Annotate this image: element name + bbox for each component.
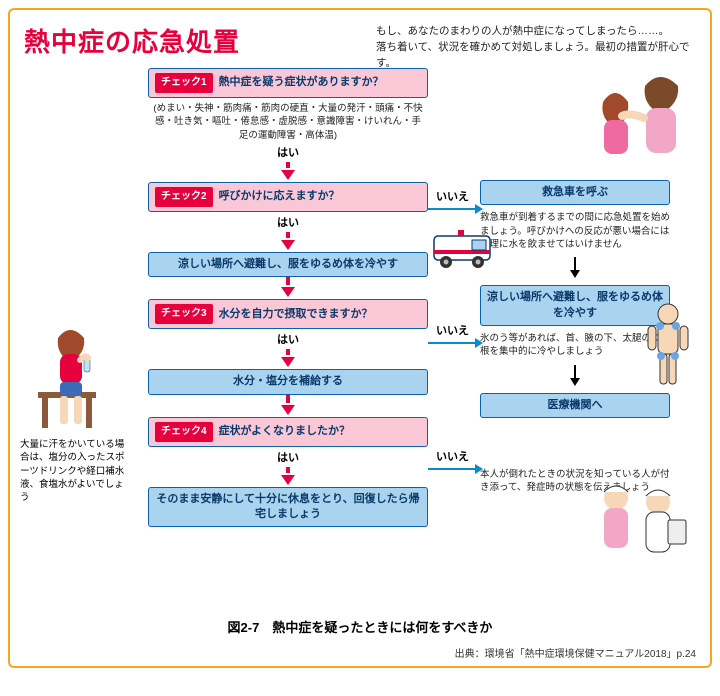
yes-1: はい [148, 144, 428, 160]
final-text: そのまま安静にして十分に休息をとり、回復したら帰宅しましょう [155, 492, 421, 523]
yes-3: はい [148, 331, 428, 347]
illustration-body-cooling [638, 300, 698, 392]
check4-label: チェック4 [155, 422, 213, 442]
page-frame: 熱中症の応急処置 もし、あなたのまわりの人が熱中症になってしまったら……。 落ち… [8, 8, 712, 668]
no-label-3: いいえ [436, 448, 469, 464]
check3-box: チェック3 水分を自力で摂取できますか？ [148, 299, 428, 329]
right-box-1: 救急車を呼ぶ [480, 180, 670, 205]
check1-box: チェック1 熱中症を疑う症状がありますか？ [148, 68, 428, 98]
no-label-2: いいえ [436, 322, 469, 338]
no-label-1: いいえ [436, 188, 469, 204]
right-box-3-text: 医療機関へ [487, 398, 663, 413]
left-side-note: 大量に汗をかいている場合は、塩分の入ったスポーツドリンクや経口補水液、食塩水がよ… [20, 438, 126, 504]
action1-text: 涼しい場所へ避難し、服をゆるめ体を冷やす [155, 257, 421, 272]
arrow-down-4 [281, 357, 295, 367]
v-arrow-r2 [574, 365, 576, 379]
arrow-down-6 [281, 475, 295, 485]
yes-2: はい [148, 214, 428, 230]
check4-box: チェック4 症状がよくなりましたか？ [148, 417, 428, 447]
illustration-person-drinking [20, 322, 126, 434]
check2-box: チェック2 呼びかけに応えますか？ [148, 182, 428, 212]
right-box-1-text: 救急車を呼ぶ [487, 185, 663, 200]
action1-box: 涼しい場所へ避難し、服をゆるめ体を冷やす [148, 252, 428, 277]
action2-box: 水分・塩分を補給する [148, 369, 428, 394]
check3-text: 水分を自力で摂取できますか？ [219, 307, 421, 322]
yes-4: はい [148, 449, 428, 465]
final-box: そのまま安静にして十分に休息をとり、回復したら帰宅しましょう [148, 487, 428, 528]
source-citation: 出典：環境省「熱中症環境保健マニュアル2018」p.24 [455, 645, 696, 660]
check1-symptoms: (めまい・失神・筋肉痛・筋肉の硬直・大量の発汗・頭痛・不快感・吐き気・嘔吐・倦怠… [148, 102, 428, 142]
check2-label: チェック2 [155, 187, 213, 207]
illustration-caregiver [570, 64, 700, 170]
check1-label: チェック1 [155, 73, 213, 93]
arrow-down-2 [281, 240, 295, 250]
h-arrow-3 [428, 468, 476, 470]
check3-label: チェック3 [155, 304, 213, 324]
right-box-2-text: 涼しい場所へ避難し、服をゆるめ体を冷やす [487, 290, 663, 321]
action2-text: 水分・塩分を補給する [155, 374, 421, 389]
check4-text: 症状がよくなりましたか？ [219, 424, 421, 439]
right-note-1: 救急車が到着するまでの間に応急処置を始めましょう。呼びかけへの反応が悪い場合には… [480, 211, 670, 251]
h-arrow-2 [428, 342, 476, 344]
arrow-down-5 [281, 405, 295, 415]
arrow-down-1 [281, 170, 295, 180]
right-box-3: 医療機関へ [480, 393, 670, 418]
intro-line-1: もし、あなたのまわりの人が熱中症になってしまったら……。 [376, 24, 696, 40]
v-arrow-r1 [574, 257, 576, 271]
check1-text: 熱中症を疑う症状がありますか？ [219, 75, 421, 90]
figure-caption: 図2-7 熱中症を疑ったときには何をすべきか [10, 617, 710, 636]
illustration-medical-staff [586, 478, 696, 562]
illustration-ambulance [428, 226, 498, 274]
check2-text: 呼びかけに応えますか？ [219, 189, 421, 204]
arrow-down-3 [281, 287, 295, 297]
flowchart: チェック1 熱中症を疑う症状がありますか？ (めまい・失神・筋肉痛・筋肉の硬直・… [148, 68, 428, 527]
h-arrow-1 [428, 208, 476, 210]
